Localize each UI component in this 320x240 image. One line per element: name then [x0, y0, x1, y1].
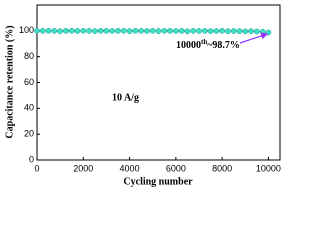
- x-tick-label: 8000: [212, 163, 232, 173]
- x-tick-label: 2000: [73, 163, 93, 173]
- data-point: [236, 28, 243, 34]
- data-point: [74, 28, 81, 34]
- data-point: [109, 28, 116, 34]
- data-point: [149, 27, 156, 34]
- y-tick-label: 20: [24, 129, 34, 139]
- data-point: [92, 28, 98, 34]
- data-point: [120, 27, 127, 34]
- condition-label: 10 A/g: [112, 92, 139, 103]
- data-point: [68, 27, 75, 34]
- data-point: [167, 27, 173, 34]
- data-point: [190, 27, 197, 34]
- chart: Capacitance retention (%) Cycling number…: [4, 4, 281, 187]
- x-tick-label: 10000: [256, 163, 281, 173]
- data-point: [126, 28, 133, 34]
- data-point: [248, 28, 254, 34]
- annotation-part: ~98.7%: [207, 40, 240, 51]
- data-point: [57, 28, 63, 34]
- data-point: [138, 27, 144, 34]
- data-point: [219, 27, 225, 34]
- data-point: [161, 27, 168, 34]
- y-tick-label: 0: [29, 154, 34, 164]
- data-point: [86, 27, 92, 34]
- data-point: [184, 28, 191, 35]
- data-point: [132, 27, 139, 34]
- y-tick-label: 100: [19, 25, 34, 35]
- data-point: [230, 28, 237, 34]
- x-tick-label: 0: [34, 163, 39, 173]
- data-point: [242, 28, 249, 35]
- data-point: [34, 27, 40, 34]
- data-point: [80, 27, 87, 34]
- data-point: [97, 27, 104, 34]
- data-point: [144, 28, 150, 34]
- data-point: [39, 27, 46, 34]
- data-point: [259, 28, 266, 35]
- y-tick-label: 60: [24, 77, 34, 87]
- data-point: [155, 28, 162, 34]
- data-point: [196, 28, 202, 34]
- data-point: [115, 27, 121, 34]
- annotation: 10000th~98.7%: [176, 38, 240, 52]
- x-tick-label: 4000: [120, 163, 140, 173]
- data-point: [207, 28, 214, 34]
- annotation-part: 10000: [176, 40, 201, 51]
- x-axis-label: Cycling number: [123, 176, 193, 187]
- data-point: [213, 28, 220, 34]
- x-tick-label: 6000: [166, 163, 186, 173]
- annotation-arrow: [239, 32, 269, 44]
- data-point: [178, 27, 185, 34]
- annotation-sup: th: [201, 38, 207, 46]
- data-point: [201, 27, 208, 34]
- data-point: [51, 27, 58, 34]
- data-point: [45, 27, 52, 34]
- y-tick-label: 80: [24, 51, 34, 61]
- data-point: [225, 28, 231, 35]
- data-point: [173, 28, 179, 34]
- data-point: [103, 27, 110, 34]
- y-axis-label: Capacitance retention (%): [4, 25, 15, 138]
- data-point: [254, 28, 260, 35]
- data-point: [63, 27, 69, 34]
- y-tick-label: 40: [24, 103, 34, 113]
